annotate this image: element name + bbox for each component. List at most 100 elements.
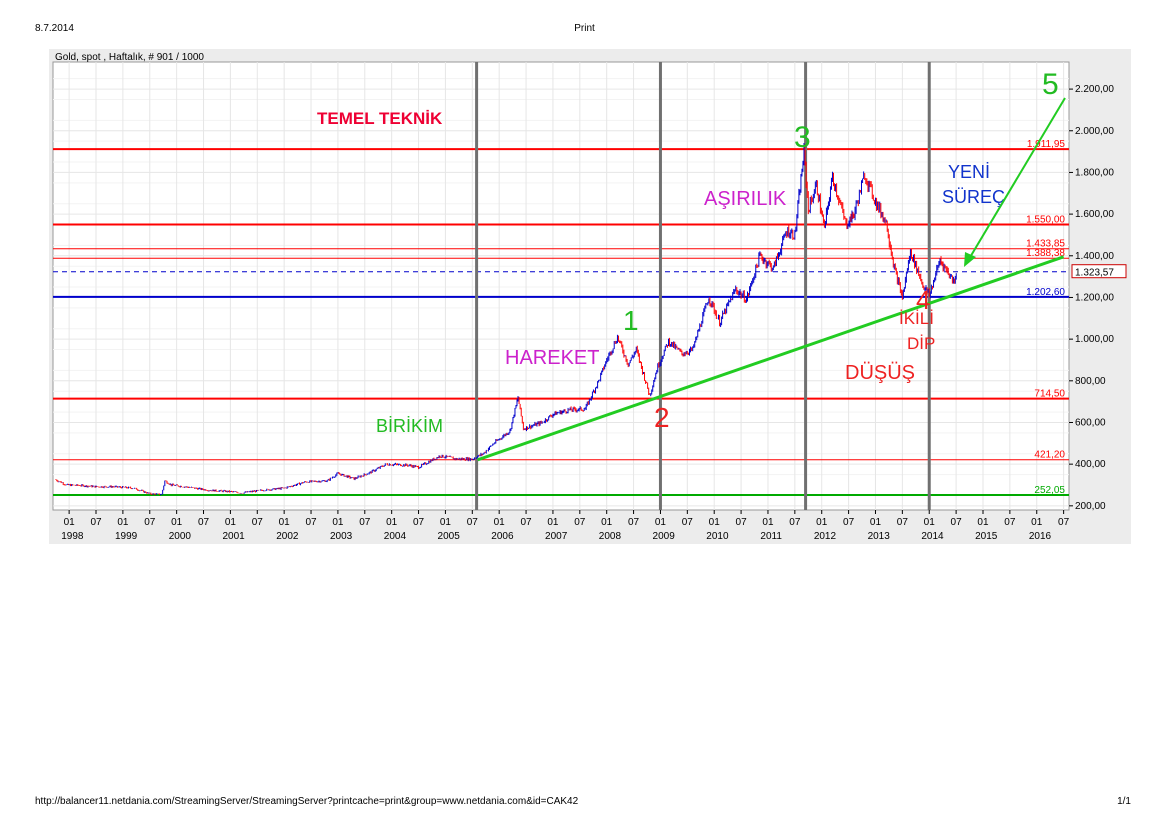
y-tick-label: 1.200,00 (1075, 292, 1114, 303)
annotation-dip: DİP (907, 334, 935, 353)
x-tick-label: 01 (386, 517, 398, 528)
current-price-box (1071, 264, 1127, 279)
x-tick-label: 07 (520, 517, 532, 528)
x-tick-label: 07 (897, 517, 909, 528)
x-tick-label: 07 (628, 517, 640, 528)
x-year-label: 2005 (438, 531, 461, 542)
y-tick-label: 2.000,00 (1075, 126, 1114, 137)
wave-5-arrowhead (964, 252, 976, 267)
x-tick-label: 01 (870, 517, 882, 528)
x-year-label: 2008 (599, 531, 622, 542)
x-tick-label: 07 (305, 517, 317, 528)
y-tick-label: 800,00 (1075, 376, 1106, 387)
trendline (477, 255, 1065, 462)
annotation-yeni: YENİ (948, 162, 990, 182)
level-label: 1.911,95 (1027, 139, 1066, 150)
level-label: 1.202,60 (1026, 287, 1065, 298)
x-tick-label: 01 (924, 517, 936, 528)
x-tick-label: 07 (198, 517, 210, 528)
y-tick-label: 200,00 (1075, 501, 1106, 512)
x-tick-label: 01 (601, 517, 613, 528)
wave-5-arrow (968, 97, 1066, 260)
x-year-label: 2003 (330, 531, 353, 542)
wave-label-2: 2 (654, 402, 670, 433)
print-url: http://balancer11.netdania.com/Streaming… (35, 796, 579, 807)
y-tick-label: 1.800,00 (1075, 167, 1114, 178)
level-label: 252,05 (1034, 485, 1065, 496)
x-year-label: 2015 (975, 531, 998, 542)
current-price-label: 1.323,57 (1075, 268, 1114, 279)
x-tick-label: 01 (440, 517, 452, 528)
plot-area (52, 61, 1070, 511)
level-label: 1.388,38 (1026, 248, 1065, 259)
print-date: 8.7.2014 (35, 23, 74, 34)
level-label: 1.433,85 (1026, 239, 1065, 250)
x-tick-label: 01 (171, 517, 183, 528)
x-tick-label: 01 (117, 517, 129, 528)
x-year-label: 2004 (384, 531, 407, 542)
x-year-label: 2016 (1029, 531, 1052, 542)
x-year-label: 2012 (814, 531, 837, 542)
x-tick-label: 07 (682, 517, 694, 528)
wave-label-4: 4 (916, 285, 930, 315)
x-year-label: 2006 (491, 531, 514, 542)
y-tick-label: 1.000,00 (1075, 334, 1114, 345)
x-tick-label: 01 (977, 517, 989, 528)
x-tick-label: 01 (225, 517, 237, 528)
x-year-label: 2000 (169, 531, 192, 542)
y-tick-label: 2.200,00 (1075, 84, 1114, 95)
x-year-label: 1998 (61, 531, 84, 542)
x-year-label: 2009 (653, 531, 676, 542)
x-tick-label: 01 (1031, 517, 1043, 528)
chart-title: Gold, spot , Haftalık, # 901 / 1000 (55, 52, 204, 63)
x-tick-label: 07 (144, 517, 156, 528)
x-tick-label: 07 (1004, 517, 1016, 528)
x-tick-label: 01 (655, 517, 667, 528)
x-tick-label: 07 (359, 517, 371, 528)
annotation-surec: SÜREÇ (942, 187, 1005, 207)
x-tick-label: 07 (736, 517, 748, 528)
wave-label-3: 3 (794, 121, 811, 154)
x-tick-label: 01 (64, 517, 76, 528)
chart-panel: Gold, spot , Haftalık, # 901 / 1000 1.91… (49, 49, 1131, 544)
annotation-hareket: HAREKET (505, 347, 599, 369)
x-tick-label: 01 (332, 517, 344, 528)
x-year-label: 1999 (115, 531, 138, 542)
annotation-dusus: DÜŞÜŞ (845, 362, 915, 384)
x-tick-label: 07 (843, 517, 855, 528)
wave-label-5: 5 (1042, 68, 1059, 101)
gold-chart: Gold, spot , Haftalık, # 901 / 1000 1.91… (52, 52, 1127, 542)
x-tick-label: 01 (279, 517, 291, 528)
x-year-label: 2001 (222, 531, 245, 542)
annotation-ikili: İKİLİ (899, 309, 934, 328)
x-tick-label: 07 (951, 517, 963, 528)
wave-label-1: 1 (623, 305, 639, 336)
print-title: Print (574, 23, 595, 34)
x-year-label: 2013 (868, 531, 891, 542)
x-tick-label: 01 (816, 517, 828, 528)
x-tick-label: 01 (547, 517, 559, 528)
x-year-label: 2011 (760, 531, 782, 542)
level-label: 1.550,00 (1026, 215, 1065, 226)
x-tick-label: 07 (467, 517, 479, 528)
x-tick-label: 07 (90, 517, 102, 528)
level-label: 421,20 (1034, 450, 1065, 461)
y-tick-label: 1.400,00 (1075, 251, 1114, 262)
x-tick-label: 07 (789, 517, 801, 528)
annotation-asirilik: AŞIRILIK (704, 188, 787, 210)
y-tick-label: 400,00 (1075, 459, 1106, 470)
x-tick-label: 01 (709, 517, 721, 528)
x-tick-label: 07 (574, 517, 586, 528)
annotation-birikim: BİRİKİM (376, 416, 443, 436)
x-year-label: 2014 (921, 531, 944, 542)
page-number: 1/1 (1117, 796, 1131, 807)
x-year-label: 2002 (276, 531, 299, 542)
level-label: 714,50 (1034, 389, 1065, 400)
x-tick-label: 07 (413, 517, 425, 528)
x-tick-label: 07 (252, 517, 264, 528)
x-tick-label: 01 (494, 517, 506, 528)
y-tick-label: 600,00 (1075, 417, 1106, 428)
y-tick-label: 1.600,00 (1075, 209, 1114, 220)
x-year-label: 2010 (706, 531, 729, 542)
x-tick-label: 01 (762, 517, 774, 528)
